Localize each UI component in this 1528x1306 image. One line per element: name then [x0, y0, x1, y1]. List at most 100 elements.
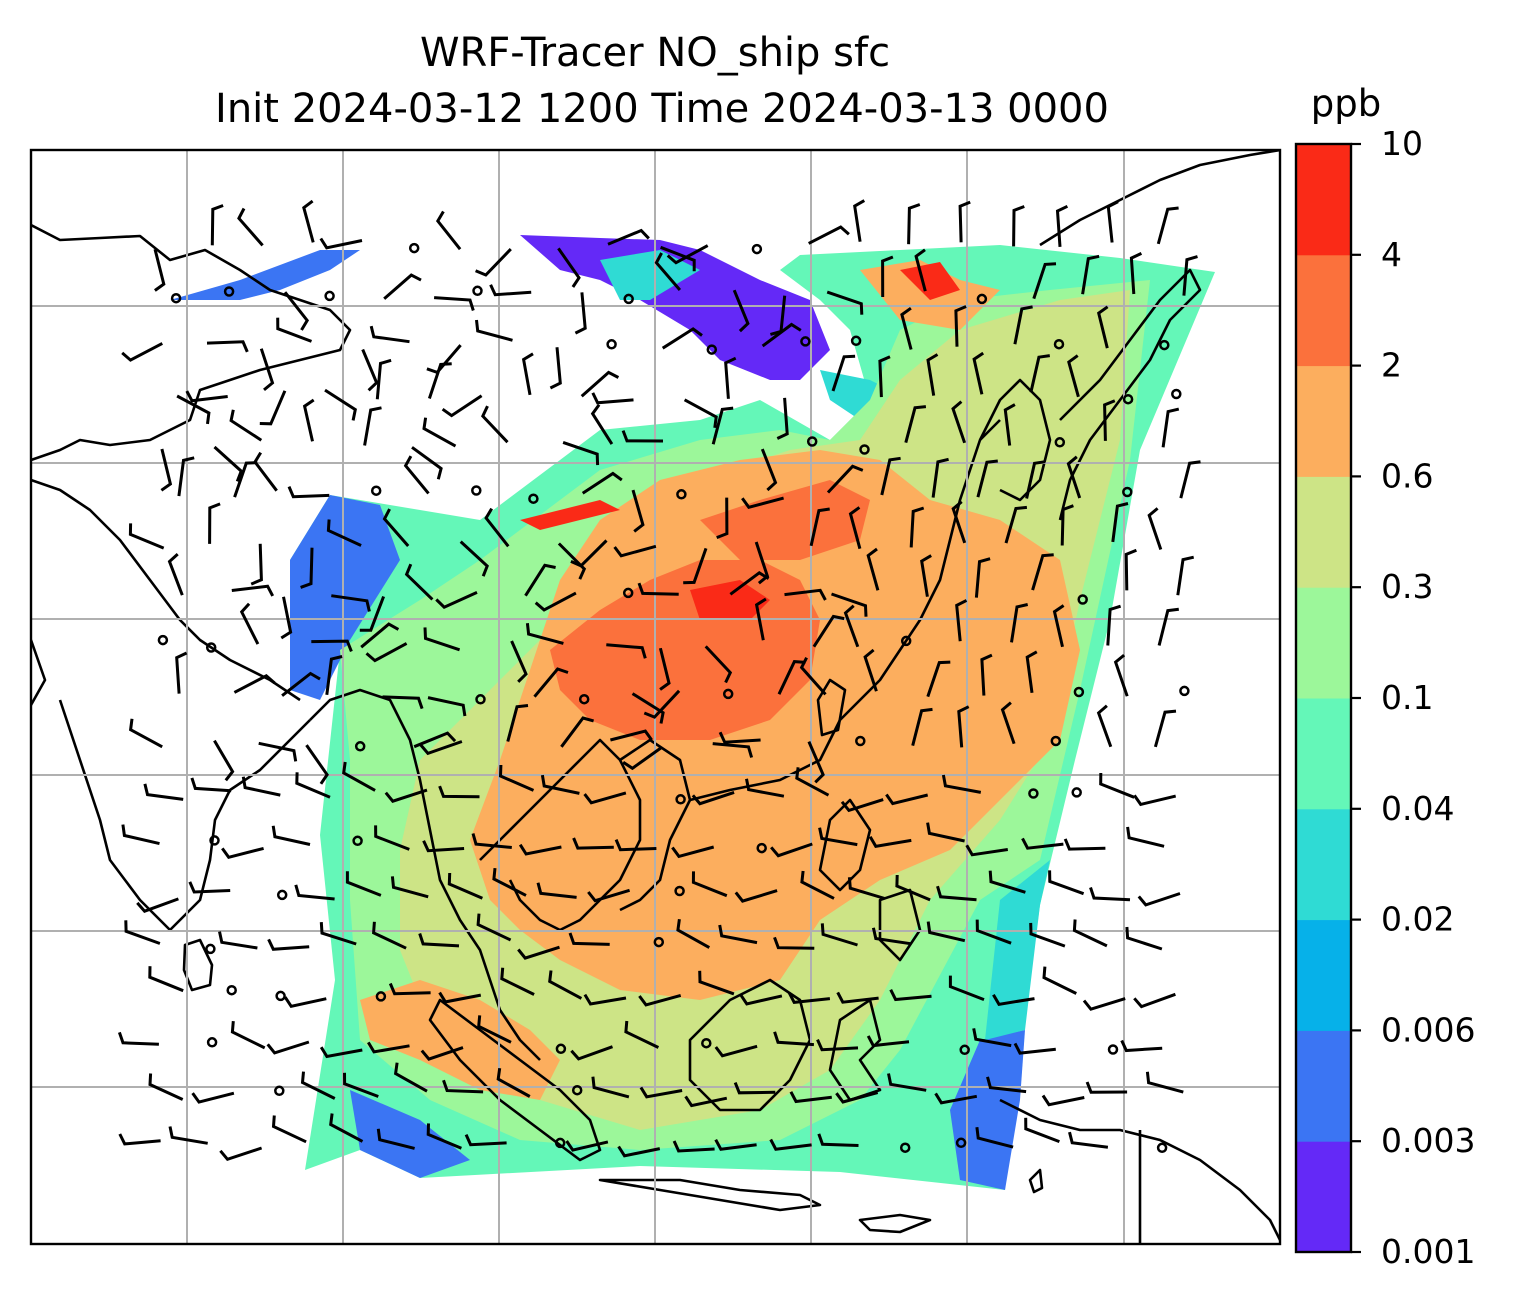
wind-barb [121, 342, 163, 362]
wind-barb [287, 486, 330, 499]
wind-barb [1103, 399, 1116, 441]
wind-barb [808, 225, 850, 245]
wind-barb [948, 975, 985, 1001]
wind-barb [1124, 548, 1137, 591]
wind-barb [422, 840, 465, 853]
wind-barb [218, 931, 258, 950]
wind-barb [219, 1146, 263, 1162]
field-red-spot-1 [690, 580, 770, 620]
calm-wind-marker [157, 634, 169, 646]
wind-barb [325, 655, 343, 695]
calm-wind-marker [1171, 388, 1182, 400]
calm-wind-marker [475, 694, 486, 705]
wind-barb [326, 519, 362, 547]
colorbar-tick-label: 0.04 [1381, 789, 1454, 828]
wind-barb [676, 918, 711, 949]
wind-barb [1081, 254, 1100, 295]
wind-barb [729, 570, 770, 596]
wind-barb [121, 824, 160, 846]
wind-barb [610, 729, 653, 742]
calm-wind-marker [1156, 1142, 1168, 1154]
wind-barb [426, 1123, 462, 1150]
coastline-sumatra [428, 998, 602, 1162]
wind-barb [423, 627, 461, 652]
wind-barb [208, 502, 221, 544]
wind-barb [617, 1145, 661, 1158]
wind-barb [741, 496, 784, 510]
wind-barb [418, 933, 460, 948]
wind-barb [213, 445, 243, 482]
wind-barb [955, 599, 968, 642]
wind-barb [419, 740, 463, 756]
wind-barb [975, 919, 1012, 945]
wind-barb [926, 660, 951, 698]
wind-barb [716, 497, 729, 539]
wind-barb [853, 199, 866, 242]
wind-barb [342, 761, 376, 792]
colorbar: 0.001 0.003 0.006 0.02 0.04 0.1 0.3 0.6 2 4 10 ppb [1294, 82, 1475, 1271]
wind-barb [557, 247, 581, 288]
wind-barb [691, 871, 728, 898]
wind-barb [1048, 870, 1085, 896]
wind-barb [881, 255, 894, 298]
figure-title-line1: WRF-Tracer NO_ship sfc [420, 30, 890, 76]
wind-barb [128, 718, 163, 749]
calm-wind-marker [1050, 735, 1062, 747]
wind-barb [907, 203, 921, 245]
calm-wind-marker [276, 889, 288, 901]
wind-barb [258, 741, 298, 762]
wind-barb [148, 1073, 184, 1101]
wind-barb [1042, 966, 1077, 995]
calm-wind-marker [653, 936, 665, 948]
wind-barb [343, 1072, 379, 1098]
wind-barb [718, 924, 758, 945]
calm-wind-marker [408, 242, 420, 254]
wind-barb [390, 876, 429, 899]
wind-barb [843, 604, 860, 648]
wind-barb [524, 563, 556, 597]
wind-barb [631, 692, 665, 724]
wind-barb [221, 846, 264, 860]
wind-barb [271, 825, 311, 846]
wind-barb [654, 252, 682, 291]
wind-barb [565, 1140, 609, 1152]
colorbar-segment [1296, 698, 1351, 810]
coastline-java [598, 1178, 822, 1212]
wind-barb [280, 596, 293, 640]
wind-barb [570, 1045, 614, 1061]
wind-barb [622, 746, 663, 771]
wind-barb [866, 547, 880, 591]
wind-barb [1052, 604, 1065, 648]
calm-wind-marker [571, 1084, 583, 1096]
wind-barb [1126, 826, 1165, 848]
wind-barb [909, 506, 925, 548]
wind-barb [591, 392, 634, 405]
field-orange-south [360, 980, 560, 1100]
colorbar-segments [1296, 144, 1351, 1253]
wind-barb [568, 932, 610, 946]
wind-barb [920, 554, 932, 597]
wind-barb [319, 237, 363, 250]
coastline-borneo [688, 978, 812, 1112]
calm-wind-marker [375, 991, 387, 1002]
wind-barb [1089, 887, 1131, 902]
wind-barb [931, 457, 949, 498]
wind-barb [117, 1031, 159, 1046]
calm-wind-marker [324, 290, 335, 302]
wind-barb [411, 446, 443, 480]
wind-barb [1004, 505, 1028, 544]
wind-barb [776, 397, 789, 440]
wind-barb [911, 707, 933, 746]
wind-barb [1010, 603, 1029, 643]
calm-wind-marker [555, 1043, 567, 1055]
wind-barb [1041, 1094, 1085, 1107]
wind-barb [606, 643, 647, 659]
wind-barb [773, 1031, 814, 1047]
calm-wind-marker [800, 336, 811, 347]
wind-barb [934, 1092, 978, 1105]
wind-barb [613, 544, 657, 558]
wind-barb [840, 798, 884, 813]
colorbar-tick-label: 4 [1381, 235, 1402, 274]
wind-barb [237, 207, 264, 247]
coastline-taiwan [816, 678, 847, 737]
